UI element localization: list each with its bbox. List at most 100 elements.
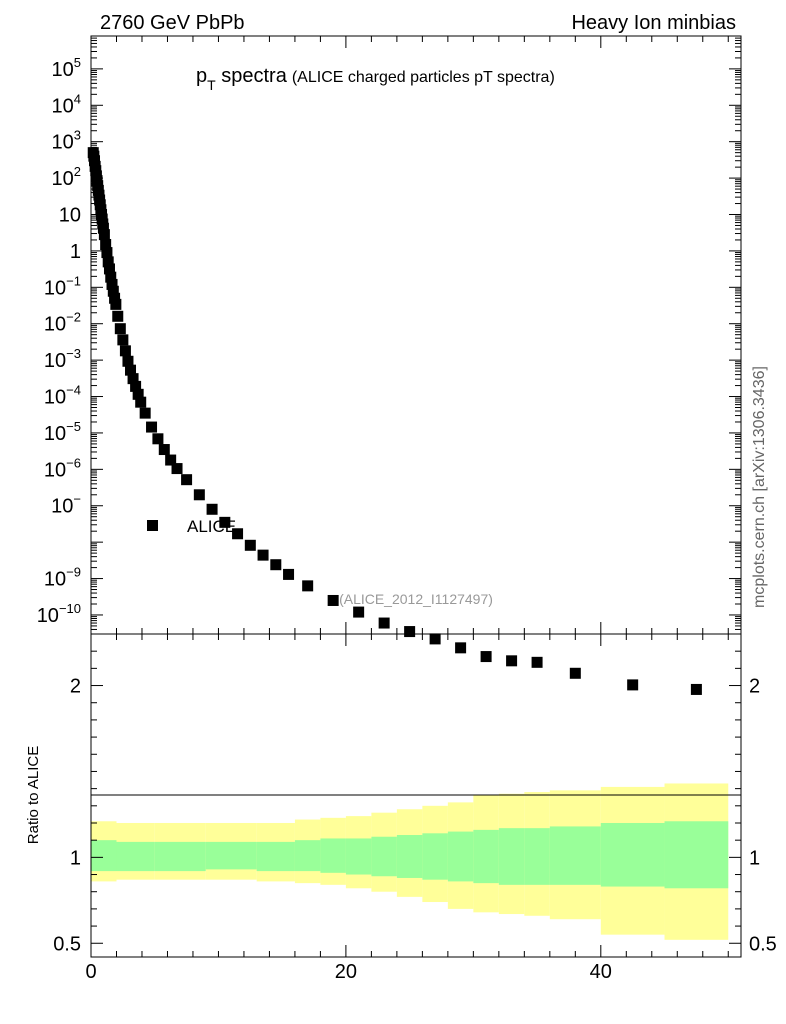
x-tick-label: 0 [85,961,96,983]
band-segment-inner [664,821,729,889]
ratio-plot-frame [90,633,742,958]
band-segment-inner [320,838,346,873]
data-point [98,229,110,241]
data-point [107,285,119,297]
data-point [146,421,158,433]
ratio-y-tick-label-right: 0.5 [749,933,777,955]
y-tick-label: 105 [52,55,81,81]
band-segment-inner [116,841,155,872]
side-reference-label: mcplots.cern.ch [arXiv:1306.3436] [751,366,768,608]
data-point [244,539,256,551]
data-point [353,606,365,618]
ratio-panel: 2 2 1 1 0.5 0.5 0 20 40 Ratio to ALICE [25,633,777,983]
band-segment-inner [205,841,257,870]
title-p: p [196,65,207,87]
data-point [455,642,467,654]
data-point [193,489,205,501]
ratio-y-axis-label: Ratio to ALICE [25,746,42,844]
data-point [327,594,339,606]
ratio-y-tick-label-right: 1 [749,847,760,869]
data-point [135,396,147,408]
x-tick-label: 20 [335,961,357,983]
data-point [270,559,282,571]
data-point [114,323,126,335]
svg-text:pT spectra(ALICE charged parti: pT spectra (ALICE charged particles pT sp… [196,65,555,93]
band-segment-inner [549,826,601,885]
data-point [690,683,702,695]
band-segment-inner [473,829,499,884]
data-point [219,516,231,528]
legend-label: ALICE [187,517,236,536]
band-segment-inner [447,831,474,882]
data-point [257,549,269,561]
header-right: Heavy Ion minbias [571,12,736,34]
data-point [232,528,244,540]
title-word: spectra [216,65,288,87]
y-tick-label: 10−4 [44,383,81,409]
y-tick-label: 1 [70,241,81,263]
data-point [101,247,113,259]
y-tick-label: 10−10 [37,601,81,627]
y-tick-label: 10−2 [44,310,81,336]
main-plot-frame [90,35,742,635]
data-point [122,355,134,367]
data-point [480,651,492,663]
band-segment-inner [371,836,397,877]
data-point [627,679,639,691]
y-tick-label: 10 [59,205,81,227]
data-point [531,656,543,668]
analysis-watermark: (ALICE_2012_I1127497) [339,591,493,607]
legend-marker [147,520,158,531]
title-extra: (ALICE charged particles pT spectra) [292,69,555,86]
y-tick-label: 10−1 [44,273,81,299]
data-point [125,364,137,376]
band-segment-inner [396,835,423,878]
ratio-y-tick-label-left: 2 [70,676,81,698]
y-tick-label: 10− [51,492,81,518]
data-point [429,633,441,645]
data-point [569,667,581,679]
uncertainty-bands [91,783,729,940]
x-tick-label: 40 [590,961,612,983]
data-point [181,474,193,486]
band-segment-inner [154,841,206,872]
data-point [102,256,114,268]
data-point [112,310,124,322]
data-point [106,278,118,290]
data-point [132,388,144,400]
data-point [404,626,416,638]
data-point [110,298,122,310]
data-point [139,407,151,419]
header-left: 2760 GeV PbPb [100,12,245,34]
y-tick-label: 10−5 [44,419,81,445]
data-markers [87,147,702,695]
data-point [89,155,101,167]
ratio-x-ticks: 0 20 40 [85,634,729,983]
band-segment-inner [294,840,321,872]
data-point [117,334,129,346]
main-title: pT spectra (ALICE charged particles pT sp… [196,65,555,93]
band-segment-inner [498,828,525,885]
legend: ALICE [147,517,236,536]
data-point [283,568,295,580]
y-tick-label: 10−9 [44,565,81,591]
title-subscript: T [207,77,216,93]
main-panel: 10510410310210110−110−210−310−410−510−61… [37,35,742,695]
band-segment-inner [345,838,372,875]
band-segment-inner [600,822,665,887]
data-point [97,222,109,234]
data-point [119,345,131,357]
data-point [302,580,314,592]
data-point [206,503,218,515]
data-point [158,444,170,456]
data-point [378,617,390,629]
y-tick-label: 10−3 [44,346,81,372]
y-tick-label: 10−6 [44,455,81,481]
data-point [506,655,518,667]
ratio-y-ticks: 2 2 1 1 0.5 0.5 [53,650,777,955]
data-point [109,292,121,304]
ratio-y-tick-label-left: 0.5 [53,933,81,955]
data-point [100,238,112,250]
y-tick-label: 103 [52,128,81,154]
